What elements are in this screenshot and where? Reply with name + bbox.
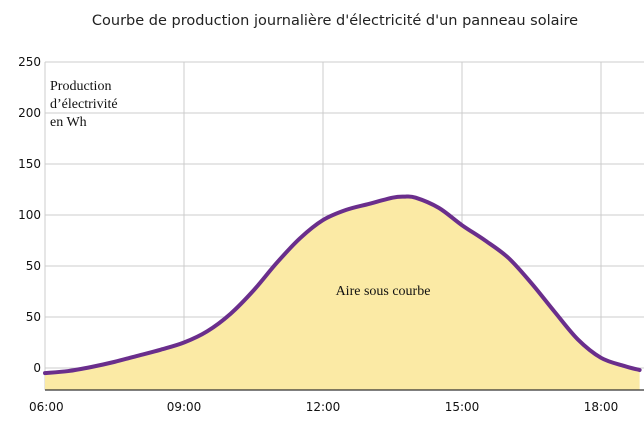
y-axis-ticks: 250 200 150 100 50 50 0 [18, 55, 41, 375]
y-tick-label: 0 [33, 361, 41, 375]
x-tick-label: 18:00 [584, 400, 619, 414]
y-tick-label: 50 [26, 259, 41, 273]
y-tick-label: 200 [18, 106, 41, 120]
x-tick-label: 09:00 [167, 400, 202, 414]
x-tick-label: 12:00 [306, 400, 341, 414]
x-tick-label: 06:00 [29, 400, 64, 414]
area-annotation: Aire sous courbe [336, 284, 431, 299]
chart-title: Courbe de production journalière d'élect… [92, 13, 578, 29]
y-tick-label: 150 [18, 157, 41, 171]
x-tick-label: 15:00 [445, 400, 480, 414]
x-axis-ticks: 06:00 09:00 12:00 15:00 18:00 [29, 400, 618, 414]
y-axis-label-line-1: Production [50, 79, 111, 94]
y-tick-label: 250 [18, 55, 41, 69]
y-axis-label-line-2: d’électrivité [50, 97, 118, 112]
y-tick-label: 100 [18, 208, 41, 222]
y-tick-label: 50 [26, 310, 41, 324]
series-line [43, 194, 642, 376]
y-axis-label-line-3: en Wh [50, 115, 87, 130]
